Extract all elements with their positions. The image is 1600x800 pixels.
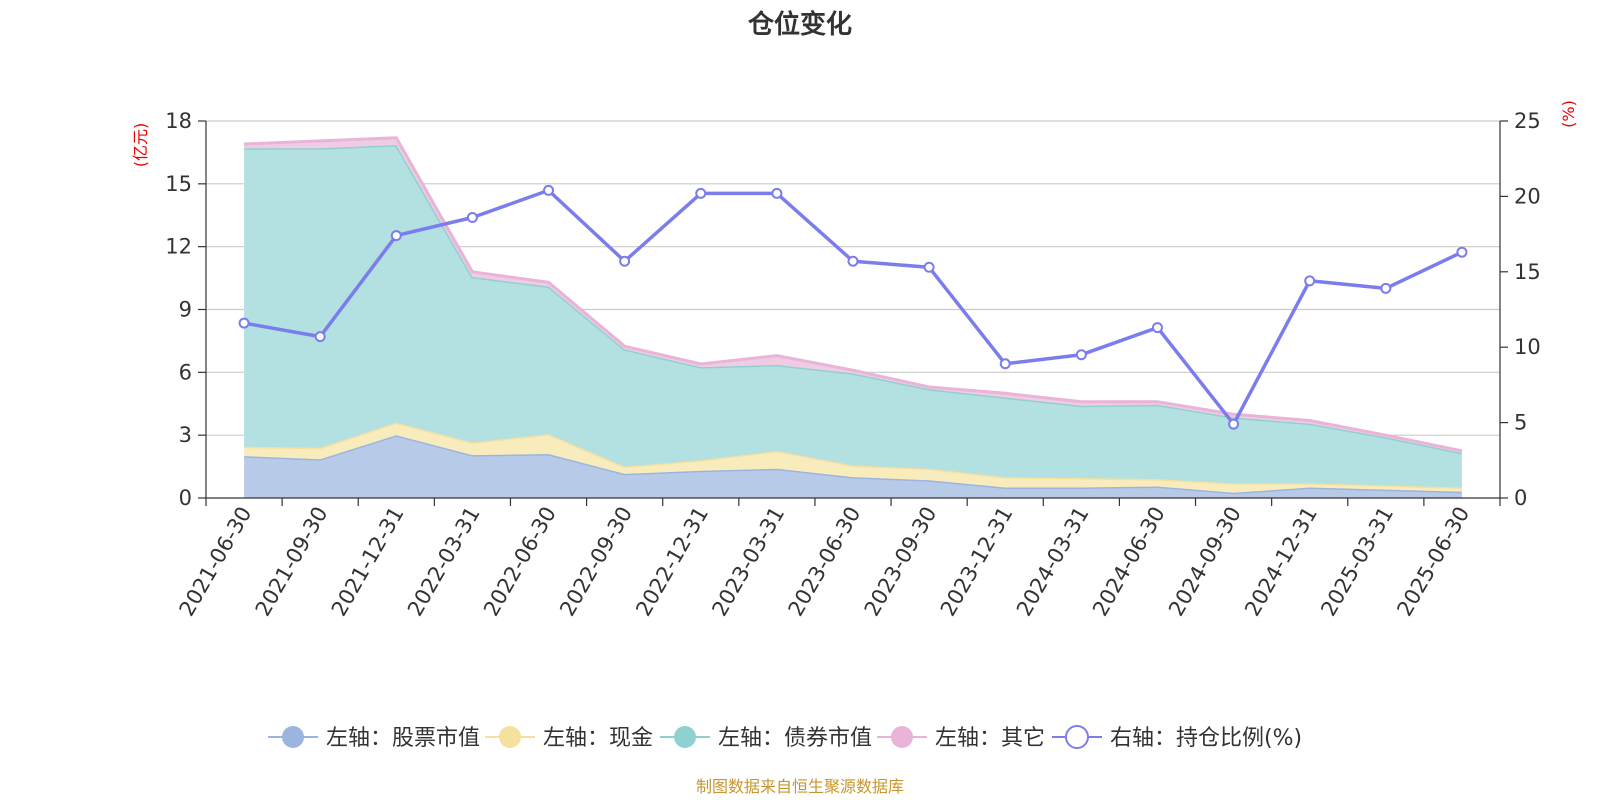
right-axis-tick-label: 20 xyxy=(1514,184,1541,208)
legend-dot-icon xyxy=(282,726,304,748)
legend: 左轴：股票市值 左轴：现金 左轴：债券市值 左轴：其它 右轴：持仓比例(%) xyxy=(268,725,1302,751)
area-series-edge-3 xyxy=(244,136,1463,453)
x-axis-tick-label: 2025-03-31 xyxy=(1316,503,1398,621)
legend-label: 左轴：其它 xyxy=(935,726,1045,751)
left-axis-tick-label: 0 xyxy=(179,486,192,510)
x-axis-tick-label: 2022-06-30 xyxy=(479,503,561,621)
right-axis-tick-label: 25 xyxy=(1514,109,1541,133)
ratio-point xyxy=(619,255,631,267)
legend-item-0: 左轴：股票市值 xyxy=(268,726,480,751)
x-axis-tick-label: 2022-09-30 xyxy=(555,503,637,621)
x-axis-tick-label: 2023-12-31 xyxy=(936,503,1018,621)
right-axis-tick-label: 5 xyxy=(1514,411,1527,435)
right-axis-tick-label: 10 xyxy=(1514,335,1541,359)
left-axis-tick-label: 15 xyxy=(165,172,192,196)
x-axis-tick-label: 2023-09-30 xyxy=(860,503,942,621)
x-axis-tick-label: 2024-09-30 xyxy=(1164,503,1246,621)
x-axis-tick-label: 2024-12-31 xyxy=(1240,503,1322,621)
legend-ring-icon xyxy=(1065,725,1089,749)
ratio-point xyxy=(238,317,250,329)
ratio-point xyxy=(1228,418,1240,430)
x-axis-tick-label: 2021-06-30 xyxy=(175,503,257,621)
right-axis-unit: (%) xyxy=(1559,100,1578,128)
left-axis-tick-label: 6 xyxy=(179,360,192,384)
x-axis-tick-label: 2021-12-31 xyxy=(327,503,409,621)
ratio-point xyxy=(999,358,1011,370)
ratio-point xyxy=(1304,275,1316,287)
stacked-areas xyxy=(244,136,1463,498)
x-axis-tick-label: 2022-03-31 xyxy=(403,502,485,620)
ratio-line xyxy=(238,184,1468,430)
ratio-point xyxy=(466,212,478,224)
right-axis-tick-label: 15 xyxy=(1514,260,1541,284)
left-axis-tick-label: 3 xyxy=(179,423,192,447)
ratio-point xyxy=(1151,322,1163,334)
ratio-point xyxy=(1075,349,1087,361)
ratio-point xyxy=(695,187,707,199)
area-series-2 xyxy=(244,145,1462,488)
chart-title: 仓位变化 xyxy=(747,9,852,40)
legend-label: 左轴：债券市值 xyxy=(718,726,872,751)
legend-label: 左轴：股票市值 xyxy=(326,726,480,751)
ratio-point xyxy=(314,331,326,343)
left-axis-tick-label: 12 xyxy=(165,235,192,259)
left-axis-tick-label: 9 xyxy=(179,298,192,322)
ratio-point xyxy=(923,261,935,273)
legend-item-4: 右轴：持仓比例(%) xyxy=(1052,725,1302,751)
x-axis-tick-label: 2023-03-31 xyxy=(707,503,789,621)
x-axis-tick-label: 2024-06-30 xyxy=(1088,503,1170,621)
data-source-note: 制图数据来自恒生聚源数据库 xyxy=(696,777,904,796)
ratio-point xyxy=(1456,246,1468,258)
ratio-point xyxy=(543,184,555,196)
legend-dot-icon xyxy=(674,726,696,748)
ratio-point xyxy=(771,187,783,199)
ratio-point xyxy=(1380,282,1392,294)
left-axis-unit: (亿元) xyxy=(131,123,150,168)
ratio-point xyxy=(847,255,859,267)
legend-label: 左轴：现金 xyxy=(543,726,653,751)
legend-dot-icon xyxy=(499,726,521,748)
legend-item-2: 左轴：债券市值 xyxy=(660,726,872,751)
ratio-point xyxy=(390,230,402,242)
legend-label: 右轴：持仓比例(%) xyxy=(1110,726,1302,751)
x-axis-tick-label: 2022-12-31 xyxy=(631,503,713,621)
left-axis-tick-label: 18 xyxy=(165,109,192,133)
x-axis-tick-label: 2021-09-30 xyxy=(251,503,333,621)
right-axis-tick-label: 0 xyxy=(1514,486,1527,510)
legend-dot-icon xyxy=(891,726,913,748)
area-series-0 xyxy=(244,435,1462,498)
area-series-1 xyxy=(244,422,1462,493)
legend-item-3: 左轴：其它 xyxy=(877,726,1045,751)
x-axis-tick-label: 2024-03-31 xyxy=(1012,503,1094,621)
x-axis-tick-label: 2025-06-30 xyxy=(1392,503,1474,621)
x-axis-tick-label: 2023-06-30 xyxy=(784,503,866,621)
legend-item-1: 左轴：现金 xyxy=(485,726,653,751)
